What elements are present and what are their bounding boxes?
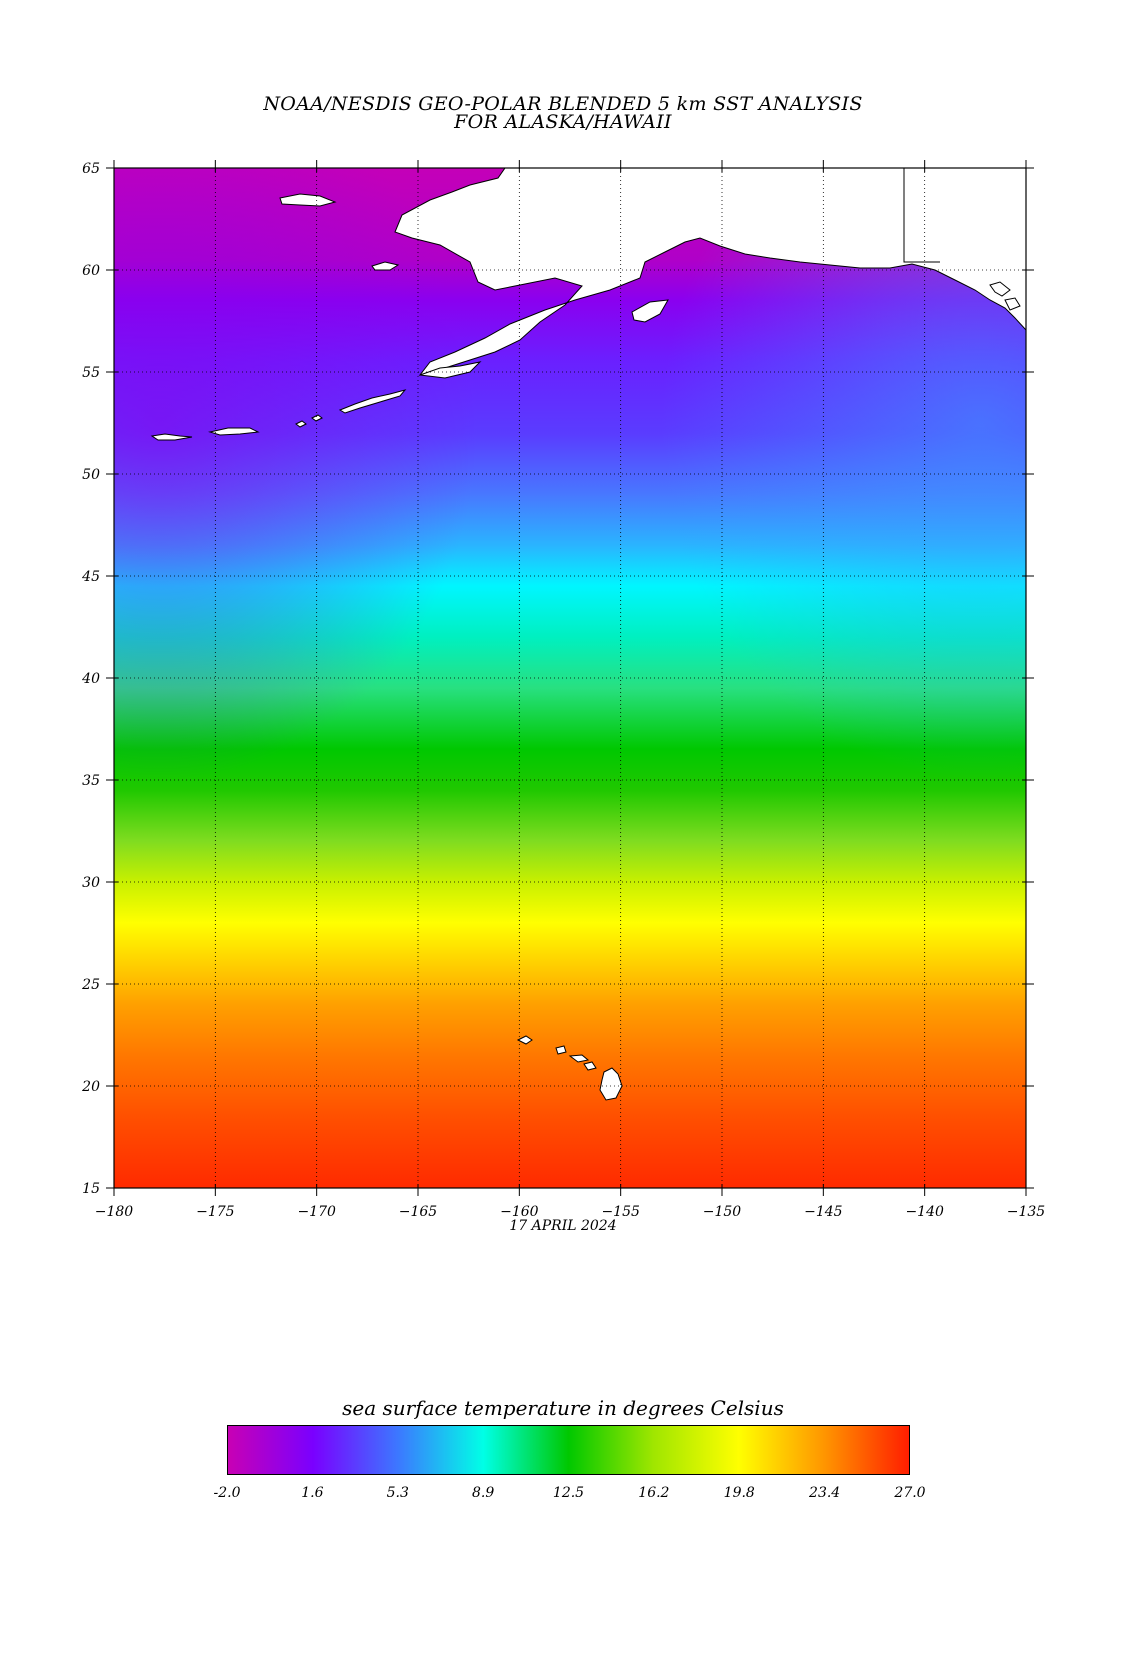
colorbar-title: sea surface temperature in degrees Celsi… — [342, 1396, 784, 1420]
latitude-axis-labels: 15 20 25 30 35 40 45 50 55 60 65 — [81, 161, 100, 1197]
longitude-axis-labels: −180 −175 −170 −165 −160 −155 −150 −145 −140 −135 — [95, 1204, 1046, 1220]
map-gridlines — [114, 168, 1026, 1188]
lon-tick-label: −170 — [297, 1204, 336, 1220]
aleutian-islands-central — [208, 427, 260, 436]
colorbar-tick-label: 8.9 — [471, 1485, 495, 1501]
kodiak-island — [631, 299, 669, 323]
lat-tick-label: 15 — [82, 1181, 100, 1197]
colorbar-tick-label: 27.0 — [894, 1485, 926, 1501]
colorbar-tick-label: -2.0 — [213, 1485, 241, 1501]
aleutian-islands-west — [150, 433, 193, 441]
lat-tick-label: 50 — [82, 467, 100, 483]
nunivak-island — [371, 261, 400, 271]
aleutian-islets — [295, 414, 323, 428]
lat-tick-label: 60 — [82, 263, 100, 279]
southeast-alaska-islands — [989, 281, 1021, 311]
colorbar — [227, 1425, 910, 1475]
canada-border — [903, 168, 940, 263]
lon-tick-label: −165 — [399, 1204, 438, 1220]
lon-tick-label: −145 — [804, 1204, 843, 1220]
map-title-line-2: FOR ALASKA/HAWAII — [454, 111, 672, 133]
colorbar-tick-label: 1.6 — [301, 1485, 324, 1501]
lon-tick-label: −175 — [196, 1204, 235, 1220]
lat-tick-label: 45 — [81, 569, 100, 585]
lon-tick-label: −155 — [601, 1204, 640, 1220]
colorbar-tick-label: 12.5 — [552, 1485, 585, 1501]
lat-tick-label: 30 — [82, 875, 100, 891]
lat-tick-label: 35 — [82, 773, 100, 789]
lon-tick-label: −140 — [905, 1204, 944, 1220]
alaska-peninsula — [419, 361, 482, 379]
colorbar-tick-label: 23.4 — [809, 1485, 841, 1501]
hawaiian-islands — [516, 1035, 623, 1101]
colorbar-tick-label: 19.8 — [723, 1485, 755, 1501]
alaska-mainland — [200, 168, 1026, 376]
lat-tick-label: 40 — [81, 671, 100, 687]
lat-tick-label: 55 — [82, 365, 100, 381]
st-lawrence-island — [279, 193, 337, 207]
colorbar-tick-label: 5.3 — [386, 1485, 409, 1501]
aleutian-islands-east — [338, 389, 407, 414]
lat-tick-label: 65 — [82, 161, 100, 177]
lon-tick-label: −160 — [500, 1204, 539, 1220]
lon-tick-label: −150 — [703, 1204, 742, 1220]
map-title-line-1: NOAA/NESDIS GEO-POLAR BLENDED 5 km SST A… — [263, 93, 863, 115]
lat-tick-label: 20 — [81, 1079, 100, 1095]
lat-tick-label: 25 — [81, 977, 100, 993]
lon-tick-label: −180 — [95, 1204, 134, 1220]
map-axis-ticks — [106, 160, 1034, 1196]
colorbar-tick-label: 16.2 — [638, 1485, 670, 1501]
analysis-date: 17 APRIL 2024 — [509, 1218, 617, 1234]
lon-tick-label: −135 — [1007, 1204, 1046, 1220]
